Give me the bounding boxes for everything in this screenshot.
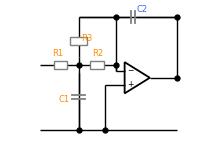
Bar: [54, 61, 67, 69]
Text: C1: C1: [59, 95, 70, 104]
Bar: [90, 61, 104, 69]
Text: R3: R3: [81, 34, 92, 43]
Bar: [70, 37, 87, 45]
Text: +: +: [127, 80, 133, 89]
Text: −: −: [127, 66, 133, 75]
Text: R1: R1: [52, 49, 63, 58]
Text: C2: C2: [136, 5, 147, 14]
Text: R2: R2: [92, 49, 103, 58]
